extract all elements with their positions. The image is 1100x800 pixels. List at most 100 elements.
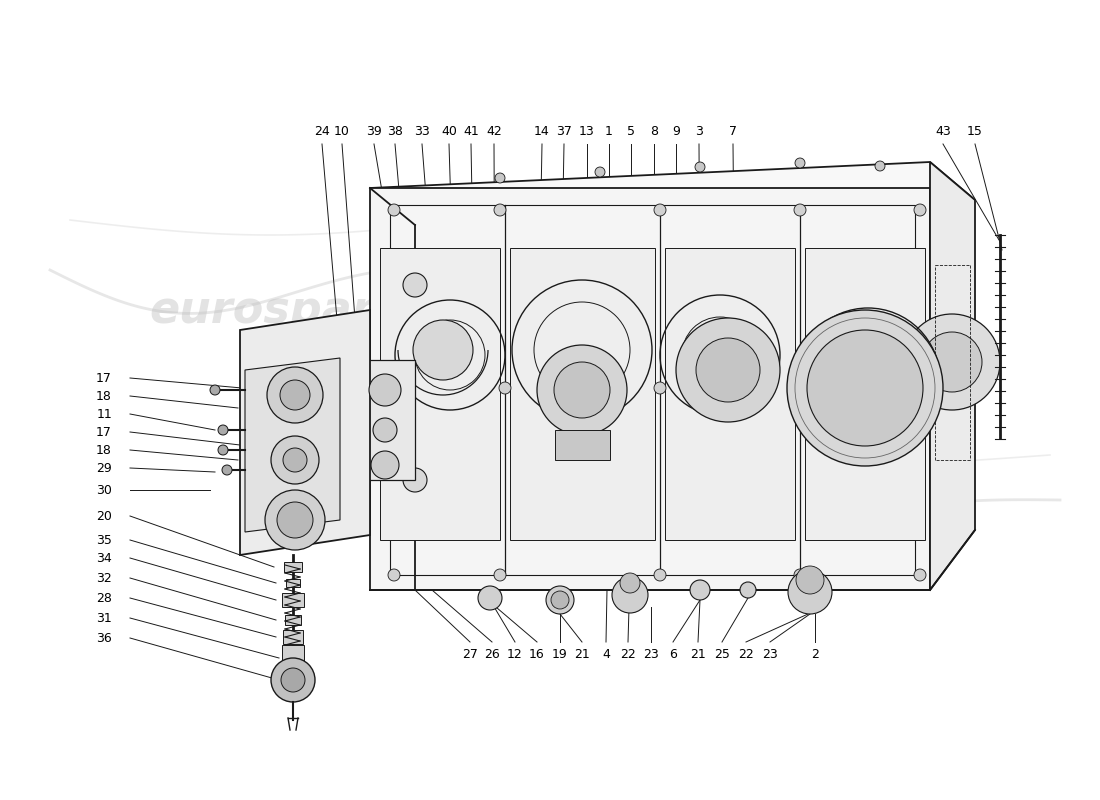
Bar xyxy=(286,579,300,587)
Circle shape xyxy=(478,586,502,610)
Bar xyxy=(285,615,301,625)
Text: 6: 6 xyxy=(669,648,676,661)
Text: 25: 25 xyxy=(714,648,730,661)
Text: 35: 35 xyxy=(96,534,112,546)
Text: 37: 37 xyxy=(557,125,572,138)
Circle shape xyxy=(368,374,402,406)
Circle shape xyxy=(494,204,506,216)
Circle shape xyxy=(495,173,505,183)
Circle shape xyxy=(218,445,228,455)
Text: 16: 16 xyxy=(529,648,544,661)
Text: 2: 2 xyxy=(811,648,818,661)
Circle shape xyxy=(267,367,323,423)
Polygon shape xyxy=(666,248,795,540)
Circle shape xyxy=(537,345,627,435)
Text: 20: 20 xyxy=(96,510,112,522)
Polygon shape xyxy=(930,162,975,590)
Text: 23: 23 xyxy=(762,648,778,661)
Circle shape xyxy=(794,204,806,216)
Circle shape xyxy=(794,569,806,581)
Polygon shape xyxy=(379,248,500,540)
Text: 31: 31 xyxy=(97,611,112,625)
Circle shape xyxy=(388,569,400,581)
Circle shape xyxy=(620,573,640,593)
Text: 21: 21 xyxy=(690,648,706,661)
Text: 18: 18 xyxy=(96,443,112,457)
Text: 7: 7 xyxy=(729,125,737,138)
Text: 9: 9 xyxy=(672,125,680,138)
Text: 29: 29 xyxy=(97,462,112,474)
Text: eurospares: eurospares xyxy=(609,489,891,531)
Circle shape xyxy=(499,382,512,394)
Circle shape xyxy=(795,158,805,168)
Text: 10: 10 xyxy=(334,125,350,138)
Circle shape xyxy=(696,338,760,402)
Circle shape xyxy=(412,320,473,380)
Circle shape xyxy=(546,586,574,614)
Circle shape xyxy=(695,162,705,172)
Circle shape xyxy=(371,451,399,479)
Circle shape xyxy=(690,580,710,600)
Circle shape xyxy=(277,502,313,538)
Text: 15: 15 xyxy=(967,125,983,138)
Text: 38: 38 xyxy=(387,125,403,138)
Text: 23: 23 xyxy=(644,648,659,661)
Circle shape xyxy=(271,658,315,702)
Polygon shape xyxy=(805,248,925,540)
Circle shape xyxy=(740,582,756,598)
Bar xyxy=(390,205,915,575)
Circle shape xyxy=(218,425,228,435)
Text: 41: 41 xyxy=(463,125,478,138)
Text: 24: 24 xyxy=(315,125,330,138)
Text: 39: 39 xyxy=(366,125,382,138)
Circle shape xyxy=(403,468,427,492)
Text: 8: 8 xyxy=(650,125,658,138)
Circle shape xyxy=(786,310,943,466)
Circle shape xyxy=(373,418,397,442)
Circle shape xyxy=(874,161,886,171)
Circle shape xyxy=(612,577,648,613)
Text: 28: 28 xyxy=(96,591,112,605)
Circle shape xyxy=(283,448,307,472)
Text: 30: 30 xyxy=(96,483,112,497)
Circle shape xyxy=(554,362,610,418)
Circle shape xyxy=(403,273,427,297)
Text: 3: 3 xyxy=(695,125,703,138)
Circle shape xyxy=(914,204,926,216)
Circle shape xyxy=(551,591,569,609)
Circle shape xyxy=(388,204,400,216)
Text: 33: 33 xyxy=(414,125,430,138)
Circle shape xyxy=(676,318,780,422)
Circle shape xyxy=(807,330,923,446)
Bar xyxy=(556,430,610,460)
Circle shape xyxy=(494,569,506,581)
Bar xyxy=(282,645,304,661)
Circle shape xyxy=(388,382,400,394)
Polygon shape xyxy=(240,310,370,555)
Text: 4: 4 xyxy=(602,648,609,661)
Text: 22: 22 xyxy=(738,648,754,661)
Circle shape xyxy=(654,204,666,216)
Text: 13: 13 xyxy=(579,125,595,138)
Text: 19: 19 xyxy=(552,648,568,661)
Circle shape xyxy=(796,566,824,594)
Circle shape xyxy=(265,490,324,550)
Text: 26: 26 xyxy=(484,648,499,661)
Text: 32: 32 xyxy=(97,571,112,585)
Circle shape xyxy=(922,332,982,392)
Polygon shape xyxy=(370,188,929,590)
Circle shape xyxy=(271,436,319,484)
Bar xyxy=(284,562,302,572)
Text: 5: 5 xyxy=(627,125,635,138)
Text: 36: 36 xyxy=(97,631,112,645)
Circle shape xyxy=(210,385,220,395)
Circle shape xyxy=(654,382,666,394)
Text: 12: 12 xyxy=(507,648,522,661)
Text: 43: 43 xyxy=(935,125,950,138)
Text: 14: 14 xyxy=(535,125,550,138)
Text: 1: 1 xyxy=(605,125,613,138)
Circle shape xyxy=(222,465,232,475)
Text: 18: 18 xyxy=(96,390,112,402)
Circle shape xyxy=(914,569,926,581)
Text: 11: 11 xyxy=(97,407,112,421)
